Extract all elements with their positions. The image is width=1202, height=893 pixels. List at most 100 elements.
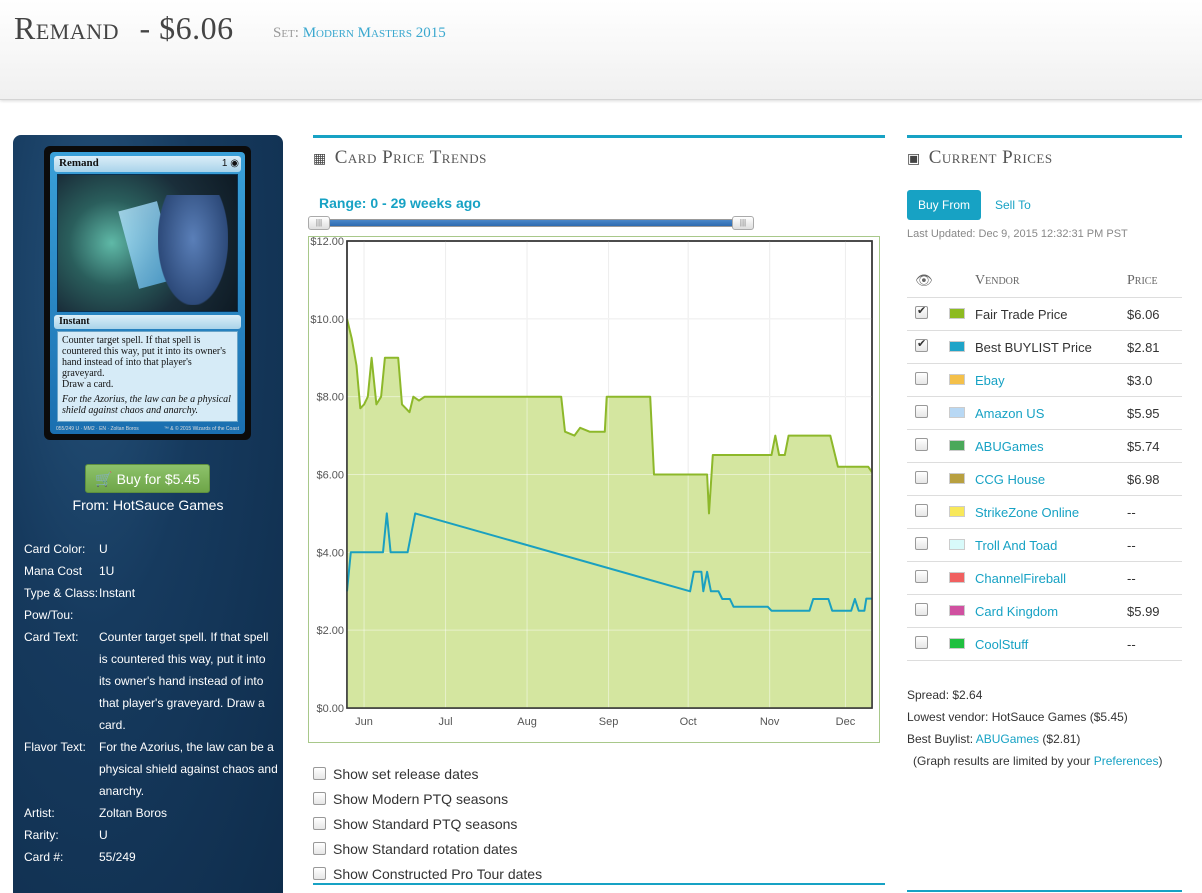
range-slider[interactable]: ||| |||	[308, 216, 754, 230]
set-label: Set:	[273, 25, 299, 41]
vendor-color-swatch	[949, 571, 965, 583]
buy-button[interactable]: 🛒 Buy for $5.45	[85, 464, 210, 493]
vendor-swatch-cell	[937, 439, 975, 454]
detail-value: U	[99, 542, 108, 556]
chart-y-tick-label: $0.00	[316, 703, 344, 715]
chart-option-checkbox[interactable]	[313, 817, 326, 830]
chart-option-label: Show Standard PTQ seasons	[333, 815, 518, 832]
range-slider-track[interactable]	[318, 219, 740, 227]
chart-option-row[interactable]: Show Standard rotation dates	[313, 836, 542, 861]
vendor-price: $5.99	[1127, 603, 1160, 619]
vendor-link[interactable]: Troll And Toad	[975, 537, 1058, 553]
price-chart: $0.00 $2.00 $4.00 $6.00 $8.00 $10.00 $12.00 Jun…	[308, 236, 880, 743]
vendor-visibility-checkbox[interactable]	[915, 603, 928, 616]
chart-option-row[interactable]: Show Constructed Pro Tour dates	[313, 861, 542, 886]
vendor-row: CoolStuff --	[907, 628, 1182, 661]
vendor-link[interactable]: Amazon US	[975, 405, 1045, 421]
vendor-link[interactable]: ABUGames	[975, 438, 1044, 454]
chart-y-tick-label: $10.00	[310, 314, 344, 326]
card-image-footer: 055/249 U · MM2 · EN · Zoltan Boros ™ & …	[56, 426, 239, 432]
vendor-row: Fair Trade Price $6.06	[907, 298, 1182, 331]
vendor-visibility-checkbox[interactable]	[915, 570, 928, 583]
vendor-visibility-checkbox[interactable]	[915, 337, 928, 352]
vendor-swatch-cell	[937, 307, 975, 322]
tab-sell-to[interactable]: Sell To	[995, 198, 1031, 212]
detail-value: 55/249	[99, 850, 136, 864]
vendor-row: Amazon US $5.95	[907, 397, 1182, 430]
chart-y-tick-label: $2.00	[316, 625, 344, 637]
detail-row: Card #: 55/249	[24, 846, 279, 868]
buy-button-label: Buy for $5.45	[116, 471, 200, 487]
vendor-row: Card Kingdom $5.99	[907, 595, 1182, 628]
vendor-link[interactable]: ChannelFireball	[975, 570, 1067, 586]
best-buylist-price: ($2.81)	[1042, 732, 1081, 746]
vendor-price: --	[1127, 636, 1136, 652]
vendor-link[interactable]: CCG House	[975, 471, 1046, 487]
vendor-link[interactable]: Ebay	[975, 372, 1005, 388]
card-image-name: Remand	[54, 156, 241, 172]
detail-value: Counter target spell. If that spell is c…	[99, 630, 269, 732]
graph-note-prefix: (Graph results are limited by your	[913, 754, 1091, 768]
price-trends-section: ▦ Card Price Trends Range: 0 - 29 weeks a…	[308, 135, 885, 886]
chart-option-label: Show Modern PTQ seasons	[333, 790, 509, 807]
vendor-link[interactable]: Card Kingdom	[975, 603, 1059, 619]
vendor-color-swatch	[949, 604, 965, 616]
detail-label: Mana Cost	[24, 564, 83, 578]
vendor-visibility-checkbox[interactable]	[915, 304, 928, 319]
detail-label: Artist:	[24, 806, 55, 820]
vendor-name-cell: ABUGames	[975, 439, 1127, 454]
chart-x-tick-label: Nov	[760, 716, 780, 728]
best-buylist-label: Best Buylist:	[907, 732, 974, 746]
vendor-swatch-cell	[937, 373, 975, 388]
chart-option-checkbox[interactable]	[313, 767, 326, 780]
chart-option-label: Show Standard rotation dates	[333, 840, 518, 857]
card-image-mana: 1 ◉	[221, 158, 239, 169]
detail-row: Pow/Tou:	[24, 604, 279, 626]
card-image-draw: Draw a card.	[62, 379, 114, 390]
vendor-toggle-cell	[907, 570, 937, 586]
chart-x-tick-label: Dec	[836, 716, 856, 728]
best-buylist-vendor-link[interactable]: ABUGames	[975, 732, 1040, 746]
chart-option-checkbox[interactable]	[313, 867, 326, 880]
vendor-color-swatch	[949, 307, 965, 319]
chart-option-row[interactable]: Show Modern PTQ seasons	[313, 786, 542, 811]
graph-note-suffix: )	[1158, 754, 1163, 768]
vendor-visibility-checkbox[interactable]	[915, 372, 928, 385]
vendor-column-header: Vendor	[975, 273, 1020, 288]
price-column-header: Price	[1127, 273, 1158, 288]
card-price-title: - $6.06	[139, 10, 234, 46]
tab-buy-from[interactable]: Buy From	[907, 190, 981, 220]
vendor-price: $6.06	[1127, 306, 1160, 322]
vendor-toggle-cell	[907, 471, 937, 487]
chart-option-checkbox[interactable]	[313, 842, 326, 855]
range-slider-handle-left[interactable]: |||	[308, 216, 330, 230]
vendor-name-cell: StrikeZone Online	[975, 505, 1127, 520]
vendor-visibility-checkbox[interactable]	[915, 636, 928, 649]
vendor-swatch-cell	[937, 637, 975, 652]
card-details: Card Color: U Mana Cost 1U Type & Class: Inst…	[24, 538, 279, 868]
chart-option-row[interactable]: Show Standard PTQ seasons	[313, 811, 542, 836]
card-footer-right: ™ & © 2015 Wizards of the Coast	[163, 426, 239, 432]
calendar-icon: ▦	[313, 152, 327, 167]
vendor-visibility-checkbox[interactable]	[915, 471, 928, 484]
vendor-link[interactable]: StrikeZone Online	[975, 504, 1080, 520]
range-slider-handle-right[interactable]: |||	[732, 216, 754, 230]
set-link[interactable]: Modern Masters 2015	[302, 25, 446, 41]
chart-option-row[interactable]: Show set release dates	[313, 761, 542, 786]
card-footer-left: 055/249 U · MM2 · EN · Zoltan Boros	[56, 426, 139, 432]
vendor-color-swatch	[949, 538, 965, 550]
chart-option-checkbox[interactable]	[313, 792, 326, 805]
vendor-visibility-checkbox[interactable]	[915, 405, 928, 418]
vendor-toggle-cell	[907, 337, 937, 355]
page-header: Remand - $6.06 Set: Modern Masters 2015	[0, 0, 1202, 100]
detail-row: Card Text: Counter target spell. If that …	[24, 626, 279, 736]
preferences-link[interactable]: Preferences	[1093, 754, 1159, 768]
vendor-name: Fair Trade Price	[975, 306, 1068, 322]
lowest-vendor: Lowest vendor: HotSauce Games ($5.45)	[907, 710, 1128, 724]
chart-x-tick-label: Oct	[680, 716, 697, 728]
detail-row: Type & Class: Instant	[24, 582, 279, 604]
vendor-visibility-checkbox[interactable]	[915, 438, 928, 451]
vendor-visibility-checkbox[interactable]	[915, 537, 928, 550]
vendor-link[interactable]: CoolStuff	[975, 636, 1029, 652]
vendor-visibility-checkbox[interactable]	[915, 504, 928, 517]
